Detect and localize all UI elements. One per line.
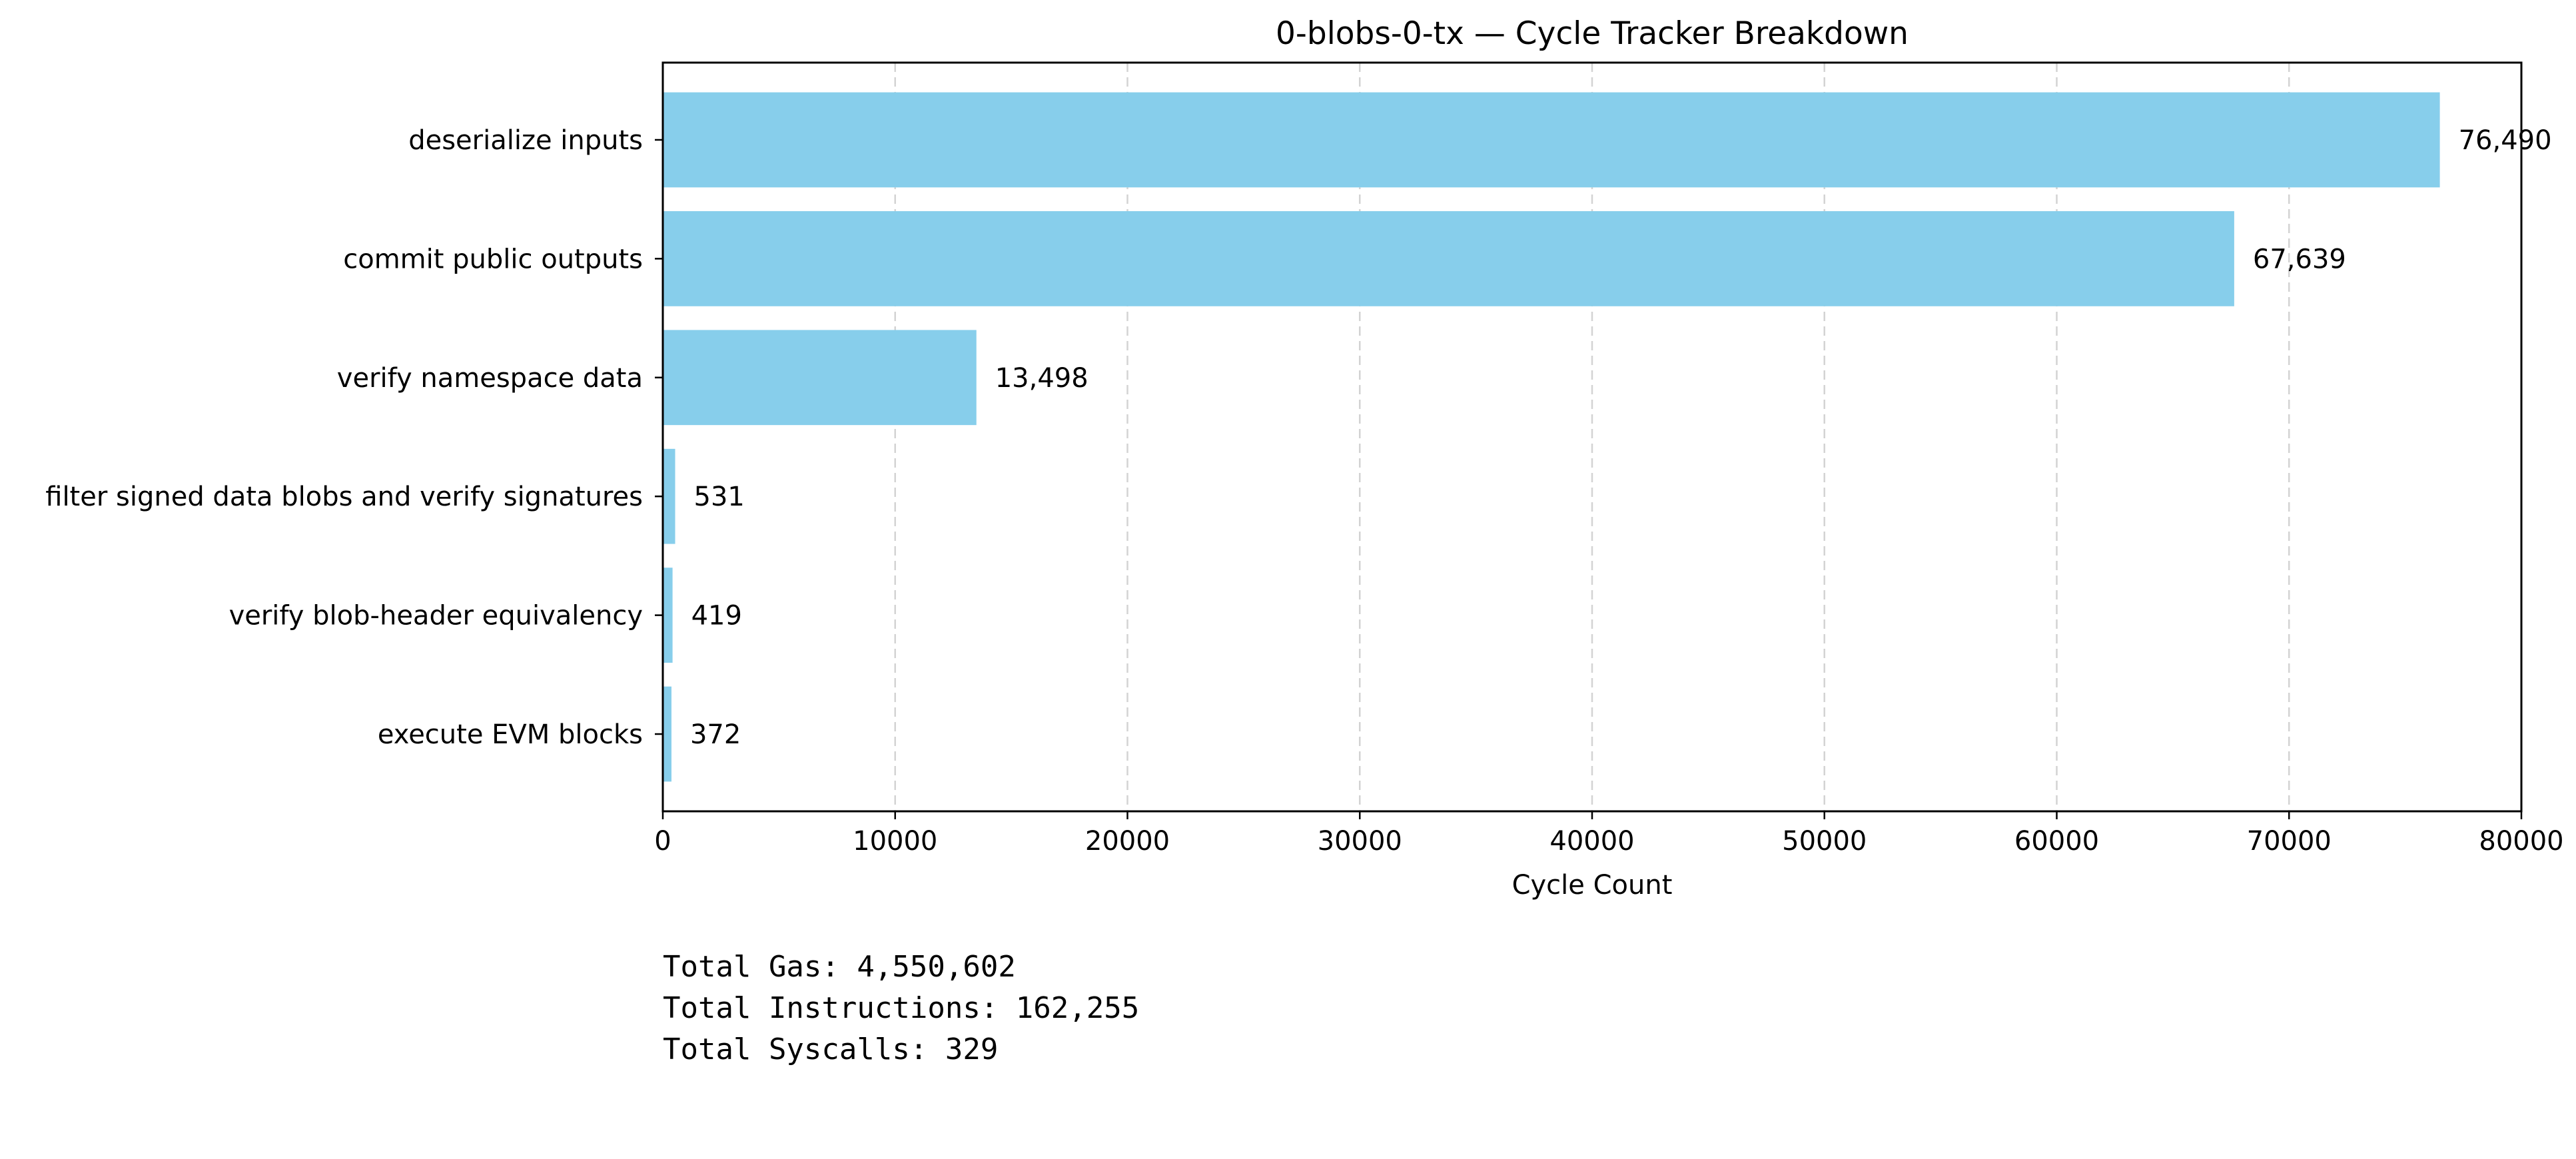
value-label: 419 [691, 601, 742, 631]
bars [663, 92, 2440, 782]
category-label: commit public outputs [343, 244, 643, 274]
bar [663, 330, 977, 426]
bar [663, 686, 671, 782]
value-label: 67,639 [2253, 244, 2346, 274]
category-label: verify namespace data [337, 363, 643, 394]
category-label: filter signed data blobs and verify sign… [45, 482, 643, 512]
category-label: execute EVM blocks [378, 719, 643, 750]
x-axis-label: Cycle Count [1512, 870, 1673, 901]
x-tick-label: 30000 [1318, 826, 1402, 857]
x-tick-label: 20000 [1085, 826, 1170, 857]
x-axis: 0 10000 20000 30000 40000 50000 60000 70000 8000… [654, 811, 2564, 857]
bar [663, 448, 675, 544]
value-label: 76,490 [2459, 125, 2552, 156]
value-label: 531 [694, 482, 745, 512]
x-tick-label: 60000 [2014, 826, 2099, 857]
x-tick-label: 50000 [1782, 826, 1867, 857]
bar [663, 92, 2440, 188]
x-tick-label: 70000 [2247, 826, 2332, 857]
value-labels: 76,490 67,639 13,498 531 419 372 [690, 125, 2552, 750]
value-label: 13,498 [995, 363, 1088, 394]
bar [663, 211, 2234, 306]
value-label: 372 [690, 719, 741, 750]
x-tick-label: 10000 [853, 826, 937, 857]
x-tick-label: 80000 [2479, 826, 2563, 857]
x-tick-label: 40000 [1549, 826, 1634, 857]
total-instructions: Total Instructions: 162,255 [663, 991, 1139, 1025]
y-axis: deserialize inputs commit public outputs v… [45, 125, 663, 750]
total-syscalls: Total Syscalls: 329 [663, 1032, 998, 1066]
category-label: verify blob-header equivalency [229, 601, 643, 631]
chart-title: 0-blobs-0-tx — Cycle Tracker Breakdown [1276, 15, 1909, 52]
total-gas: Total Gas: 4,550,602 [663, 950, 1016, 984]
category-label: deserialize inputs [408, 125, 643, 156]
summary-block: Total Gas: 4,550,602 Total Instructions:… [663, 950, 1139, 1066]
x-tick-label: 0 [654, 826, 671, 857]
bar [663, 568, 673, 663]
